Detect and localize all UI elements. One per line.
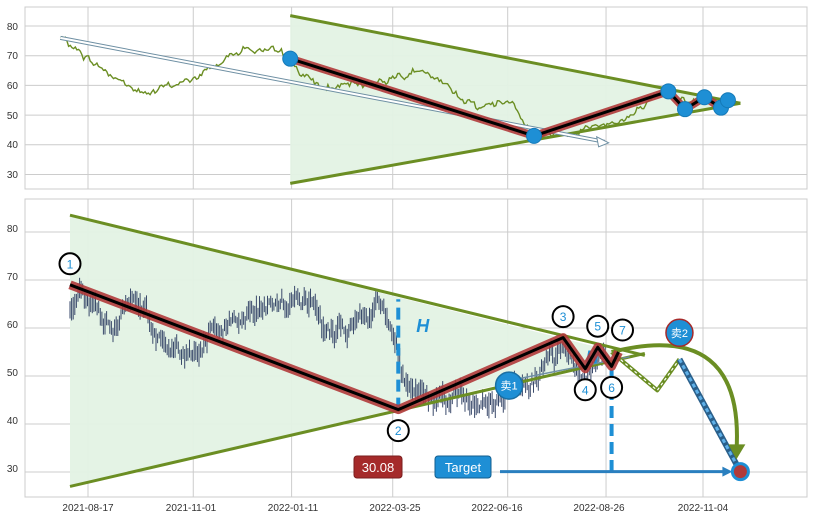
top-y-tick: 40 <box>7 140 19 151</box>
top-y-tick: 80 <box>7 22 19 33</box>
wave-point-marker <box>573 378 597 402</box>
target-badge <box>434 455 492 479</box>
x-tick-label: 2022-06-16 <box>471 503 523 514</box>
sell-signal-label: 卖2 <box>671 327 688 340</box>
bottom-y-axis: 80 70 60 50 40 30 <box>7 224 19 475</box>
bottom-upper-trendline <box>69 213 646 357</box>
wave-point-label: 7 <box>619 324 626 338</box>
wave-point-label: 4 <box>582 383 589 397</box>
x-tick-label: 2022-01-11 <box>268 503 319 514</box>
projection-curve <box>611 343 739 453</box>
top-arrow-head <box>595 135 610 148</box>
wave-point-label: 5 <box>594 320 601 334</box>
wave-point-marker <box>386 419 410 443</box>
top-y-tick: 30 <box>7 170 19 181</box>
target-value-badge <box>353 455 403 479</box>
bottom-y-tick: 50 <box>7 368 19 379</box>
wave-point-marker <box>600 375 624 399</box>
wave-point-marker <box>586 314 610 338</box>
top-y-tick: 60 <box>7 81 19 92</box>
top-y-axis: 80 70 60 50 40 30 <box>7 22 19 181</box>
bottom-y-tick: 40 <box>7 416 19 427</box>
target-value-label: 30.08 <box>362 460 395 475</box>
x-tick-label: 2022-11-04 <box>678 503 729 514</box>
top-wave-point <box>719 92 736 109</box>
wave-point-label: 1 <box>67 257 74 271</box>
top-lower-trendline <box>289 101 741 185</box>
bottom-x-axis: 2021-08-17 2021-11-01 2022-01-11 2022-03… <box>62 503 728 514</box>
wave-point-marker <box>611 318 635 342</box>
wave-point-marker <box>551 305 575 329</box>
top-marks <box>59 14 741 185</box>
wave-point-marker <box>58 252 82 276</box>
x-tick-label: 2021-08-17 <box>62 503 114 514</box>
bottom-y-tick: 60 <box>7 320 19 331</box>
target-point <box>730 462 750 482</box>
top-price-line <box>59 35 725 139</box>
top-wave-point <box>676 101 693 118</box>
projection-drop-inner <box>678 358 742 473</box>
x-tick-label: 2022-03-25 <box>369 503 421 514</box>
bottom-y-tick: 30 <box>7 464 19 475</box>
bottom-y-tick: 70 <box>7 272 19 283</box>
projection-curve-head <box>728 444 746 460</box>
top-arrow-body <box>60 36 605 143</box>
wave-point-label: 2 <box>395 424 402 438</box>
top-y-tick: 70 <box>7 51 19 62</box>
bottom-lower-trendline <box>69 351 646 488</box>
top-wave-point <box>282 50 299 67</box>
top-panel: 80 70 60 50 40 30 <box>7 6 808 190</box>
wave-point-label: 6 <box>608 381 615 395</box>
bottom-annotations: 30.08 Target <box>353 455 492 479</box>
x-tick-label: 2021-11-01 <box>166 503 217 514</box>
target-line-head <box>722 466 733 477</box>
bottom-y-tick: 80 <box>7 224 19 235</box>
height-marker-label: H <box>416 316 430 336</box>
sell-signal-marker <box>665 318 694 348</box>
top-triangle-fill <box>290 15 741 184</box>
projection-zigzag-dash <box>611 351 680 392</box>
sell-signal-marker <box>494 371 524 400</box>
bottom-triangle-fill <box>69 215 627 487</box>
bottom-panel: 80 70 60 50 40 30 2021-08-17 2021-11-01 … <box>7 198 808 514</box>
top-wave-point <box>696 89 713 106</box>
top-y-tick: 50 <box>7 111 19 122</box>
x-tick-label: 2022-08-26 <box>573 503 625 514</box>
sell-signal-label: 卖1 <box>501 380 518 393</box>
top-wave-point <box>660 83 677 100</box>
bottom-wave-inner <box>69 283 620 412</box>
wave-point-label: 3 <box>560 310 567 324</box>
target-label: Target <box>445 460 482 475</box>
top-wave-point <box>526 127 543 144</box>
